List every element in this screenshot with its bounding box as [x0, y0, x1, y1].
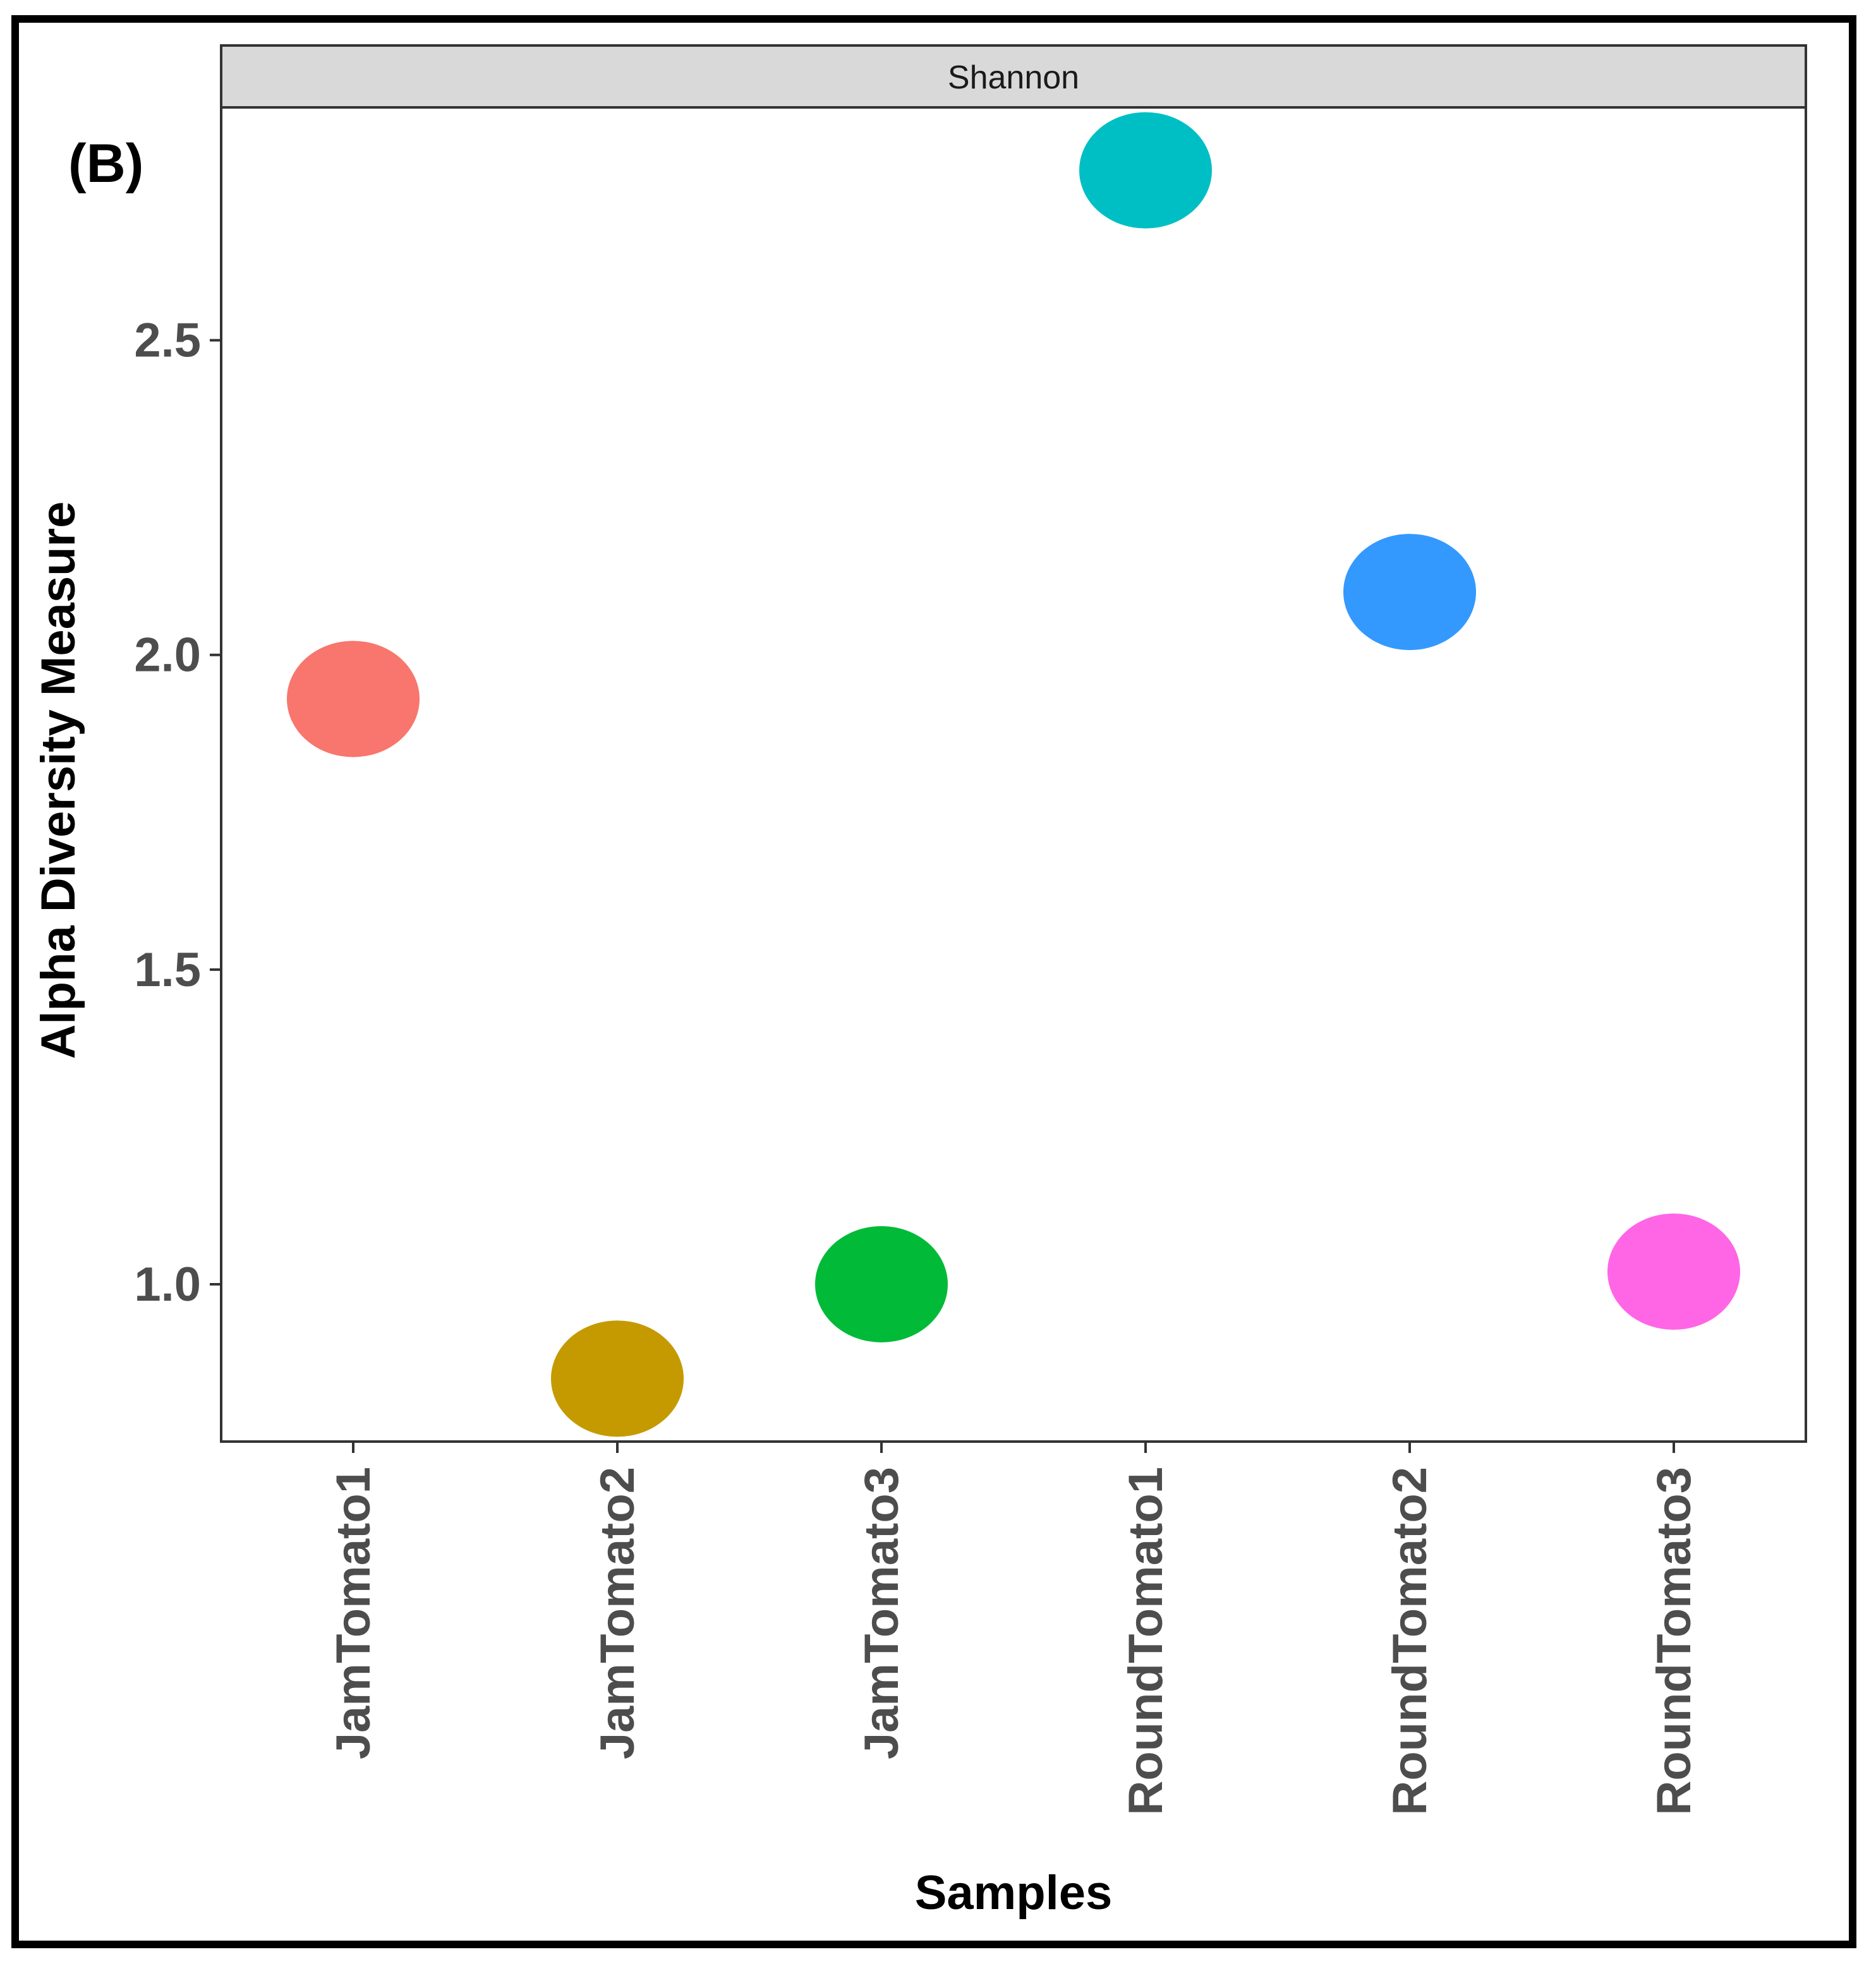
x-tick-label: JamTomato1 — [327, 1467, 380, 1759]
y-tick-label: 1.0 — [134, 1258, 201, 1311]
data-point — [1343, 534, 1476, 651]
data-point — [551, 1320, 684, 1437]
data-points — [287, 112, 1740, 1437]
data-point — [287, 641, 420, 757]
x-tick-label: JamTomato3 — [855, 1467, 909, 1759]
data-point — [815, 1226, 948, 1342]
y-axis-title: Alpha Diversity Measure — [32, 502, 85, 1059]
y-tick-label: 2.0 — [134, 629, 201, 682]
panel-label: (B) — [68, 133, 144, 194]
y-tick-label: 2.5 — [134, 314, 201, 368]
y-axis: 1.0 1.5 2.0 2.5 — [134, 314, 221, 1311]
x-tick-label: JamTomato2 — [591, 1467, 644, 1759]
x-tick-label: RoundTomato1 — [1119, 1467, 1173, 1816]
data-point — [1079, 112, 1212, 229]
y-tick-label: 1.5 — [134, 943, 201, 997]
data-point — [1607, 1214, 1740, 1330]
plot-panel — [220, 106, 1807, 1443]
x-tick-label: RoundTomato3 — [1647, 1467, 1701, 1816]
facet-title: Shannon — [948, 59, 1079, 96]
x-tick-label: RoundTomato2 — [1383, 1467, 1437, 1816]
x-axis-title: Samples — [915, 1866, 1113, 1920]
facet-strip — [220, 44, 1807, 109]
x-axis: JamTomato1 JamTomato2 JamTomato3 RoundTomat… — [327, 1442, 1701, 1816]
